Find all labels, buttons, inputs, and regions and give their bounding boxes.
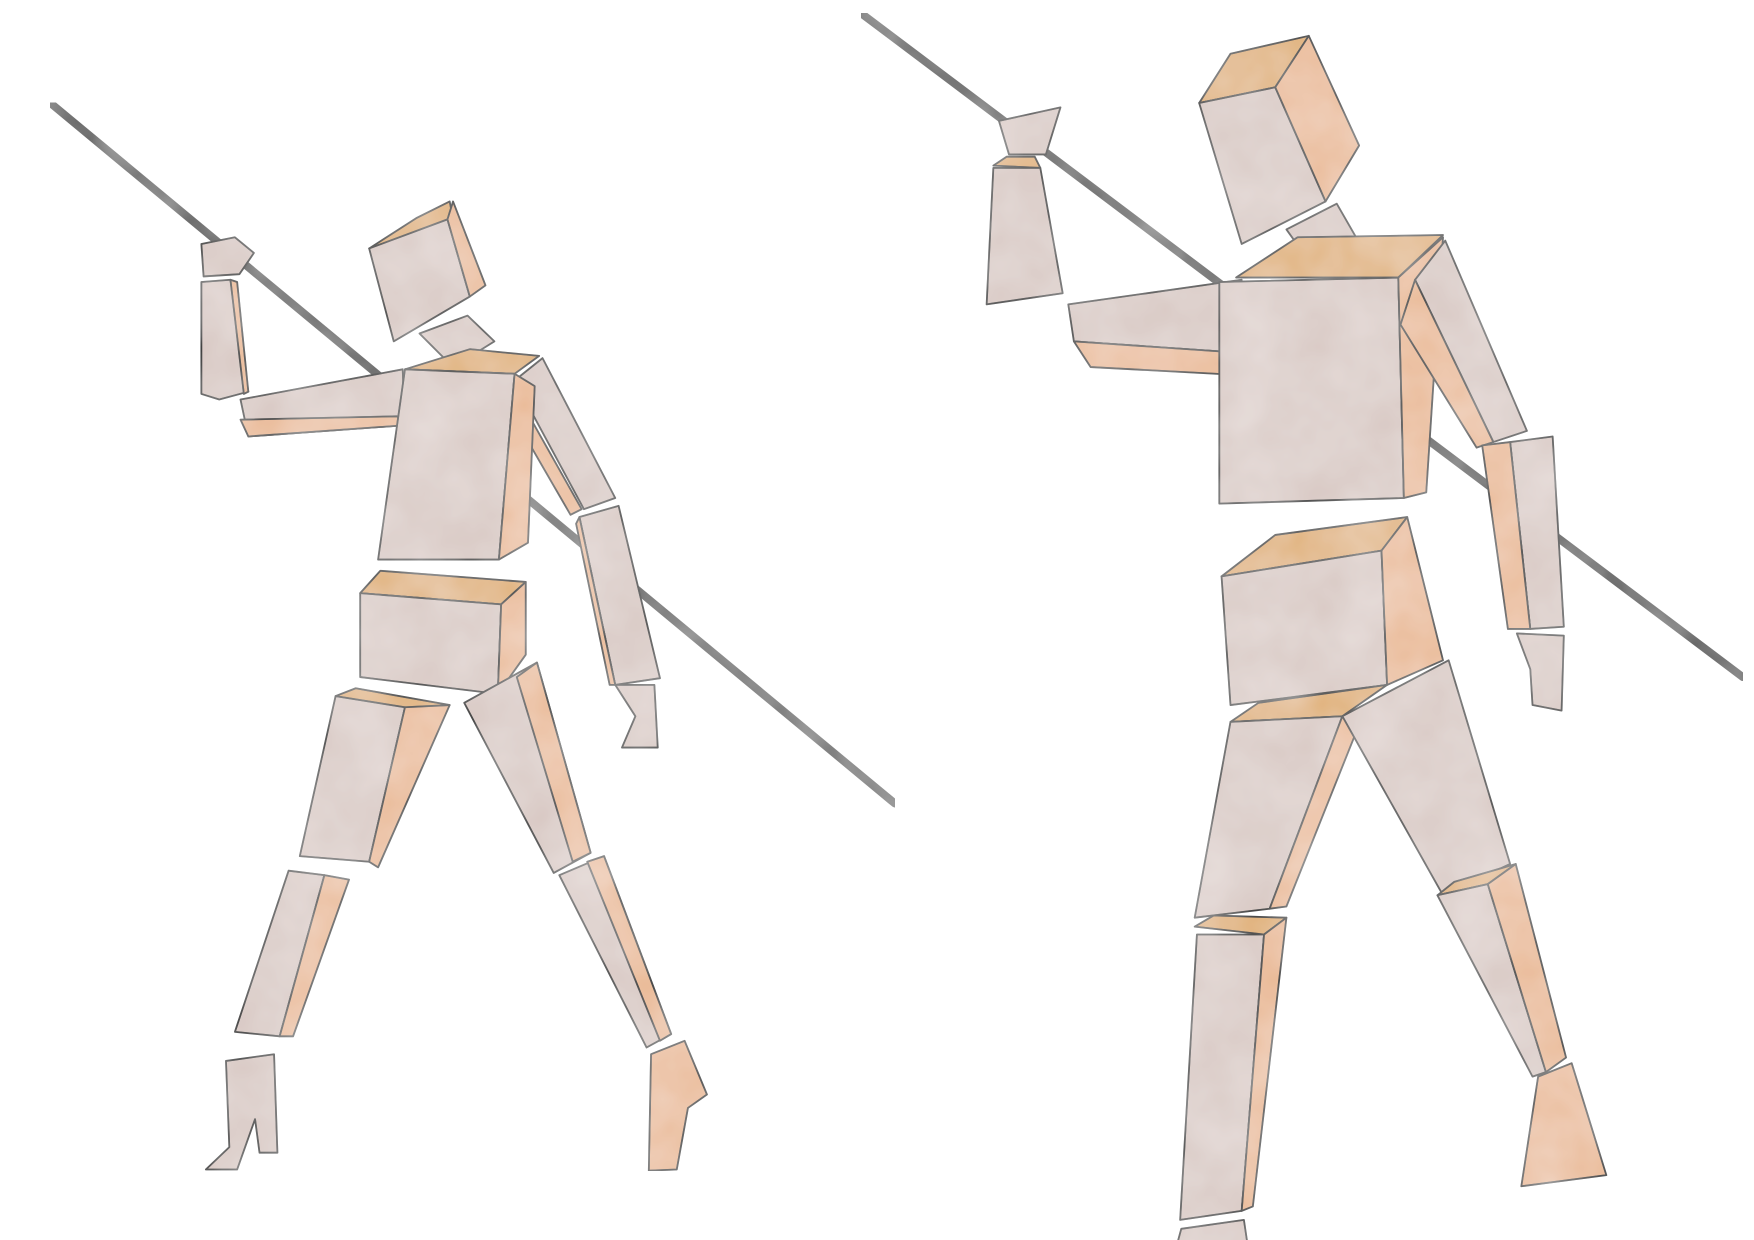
forearm-side bbox=[229, 278, 250, 395]
torso bbox=[1218, 276, 1405, 505]
forearm bbox=[200, 278, 250, 401]
neck bbox=[418, 314, 496, 368]
hand bbox=[200, 236, 255, 278]
torso-side bbox=[498, 372, 536, 561]
right-shin-side bbox=[586, 855, 673, 1042]
back-upper-arm-side bbox=[1399, 278, 1495, 449]
forearm bbox=[985, 166, 1064, 306]
left-foot bbox=[204, 1053, 279, 1171]
back-upper-arm bbox=[513, 357, 617, 511]
pelvis bbox=[1220, 549, 1388, 706]
left-foot bbox=[1177, 1218, 1248, 1240]
right-thigh bbox=[1341, 659, 1512, 897]
right-foot bbox=[647, 1039, 708, 1172]
pelvis bbox=[359, 592, 503, 695]
left-shin-side bbox=[278, 874, 350, 1038]
hand bbox=[998, 106, 1062, 156]
head-side bbox=[1274, 34, 1361, 203]
back-hand bbox=[1515, 632, 1565, 712]
back-hand bbox=[614, 684, 659, 749]
left-shin-side bbox=[1240, 916, 1288, 1212]
right-foot bbox=[1520, 1062, 1608, 1188]
right-shin-side bbox=[1486, 863, 1567, 1074]
pelvis-side bbox=[1380, 516, 1444, 686]
mannequin-left bbox=[46, 99, 899, 1172]
head-side bbox=[446, 200, 487, 298]
left-thigh-side bbox=[368, 704, 451, 869]
pelvis-side bbox=[496, 581, 527, 695]
back-forearm-side bbox=[1481, 441, 1532, 630]
mannequin-right bbox=[857, 9, 1747, 1240]
right-thigh-side bbox=[515, 661, 592, 863]
torso-top bbox=[1235, 234, 1444, 279]
